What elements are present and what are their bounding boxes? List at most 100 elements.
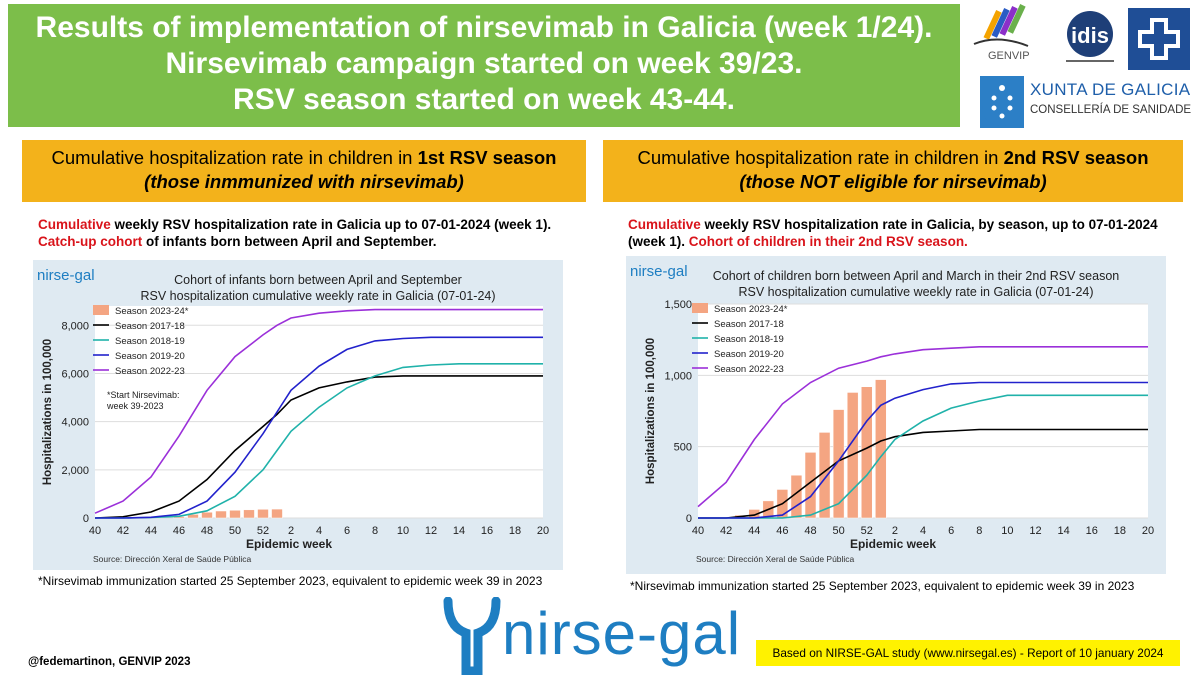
x-tick-label: 10 <box>397 525 409 537</box>
x-tick-label: 16 <box>1086 525 1098 537</box>
y-tick-label: 1,500 <box>664 299 692 311</box>
left-desc-red1: Cumulative <box>38 217 111 232</box>
bar-2023-24 <box>875 379 887 519</box>
series-line-season-2019-20 <box>698 381 1148 519</box>
x-tick-label: 44 <box>145 525 157 537</box>
logo-area: GENVIP idis XUNTA DE GALICIA CONSELLERÍA… <box>968 4 1196 130</box>
annotation-line-2: week 39-2023 <box>106 401 164 411</box>
x-tick-label: 2 <box>288 525 294 537</box>
chart-title: Cohort of infants born between April and… <box>174 273 462 287</box>
x-tick-label: 40 <box>692 525 704 537</box>
x-tick-label: 16 <box>481 525 493 537</box>
bar-2023-24 <box>187 514 199 519</box>
y-tick-label: 8,000 <box>61 320 89 332</box>
left-header-bold: 1st RSV season <box>417 147 557 168</box>
xunta-title: XUNTA DE GALICIA <box>1030 80 1191 99</box>
xunta-subtitle: CONSELLERÍA DE SANIDADE <box>1030 104 1192 116</box>
left-header-plain: Cumulative hospitalization rate in child… <box>51 147 418 168</box>
x-tick-label: 4 <box>920 525 926 537</box>
right-desc-red1: Cumulative <box>628 217 701 232</box>
y-tick-label: 2,000 <box>61 465 89 477</box>
idis-text: idis <box>1071 23 1109 48</box>
legend-label: Season 2018-19 <box>115 336 185 347</box>
y-tick-label: 4,000 <box>61 417 89 429</box>
bar-2023-24 <box>861 386 873 519</box>
left-desc-text2: of infants born between April and Septem… <box>142 234 437 249</box>
y-axis-label: Hospitalizations in 100,000 <box>42 339 54 485</box>
left-desc-red2: Catch-up cohort <box>38 234 143 249</box>
left-description: Cumulative weekly RSV hospitalization ra… <box>38 216 578 250</box>
x-tick-label: 6 <box>948 525 954 537</box>
sergas-logo <box>1128 8 1190 70</box>
legend-label: Season 2022-23 <box>115 366 185 377</box>
title-line-3: RSV season started on week 43-44. <box>233 83 735 116</box>
series-line-season-2022-23 <box>94 308 543 514</box>
title-banner: Results of implementation of nirsevimab … <box>8 4 960 127</box>
x-tick-label: 20 <box>537 525 549 537</box>
x-tick-label: 4 <box>316 525 322 537</box>
plot-area <box>698 304 1148 518</box>
x-tick-label: 8 <box>976 525 982 537</box>
x-axis-label: Epidemic week <box>246 537 332 551</box>
left-section-header: Cumulative hospitalization rate in child… <box>22 140 586 202</box>
legend-label: Season 2022-23 <box>714 364 784 375</box>
right-description: Cumulative weekly RSV hospitalization ra… <box>628 216 1168 250</box>
x-tick-label: 42 <box>117 525 129 537</box>
x-tick-label: 14 <box>453 525 465 537</box>
chart-title: Cohort of children born between April an… <box>713 269 1120 283</box>
x-tick-label: 42 <box>720 525 732 537</box>
right-chart: nirse-gal Cohort of children born between… <box>626 256 1166 574</box>
right-header-sub: (those NOT eligible for nirsevimab) <box>739 171 1047 192</box>
x-tick-label: 10 <box>1001 525 1013 537</box>
legend-label: Season 2023-24* <box>714 304 788 315</box>
chart-subtitle: RSV hospitalization cumulative weekly ra… <box>140 289 495 303</box>
x-tick-label: 12 <box>1029 525 1041 537</box>
bar-2023-24 <box>201 511 213 519</box>
legend-label: Season 2018-19 <box>714 334 784 345</box>
x-tick-label: 48 <box>804 525 816 537</box>
study-source-box: Based on NIRSE-GAL study (www.nirsegal.e… <box>756 640 1180 666</box>
x-tick-label: 50 <box>229 525 241 537</box>
left-footnote: *Nirsevimab immunization started 25 Sept… <box>38 574 543 588</box>
series-line-season-2018-19 <box>95 363 543 519</box>
right-desc-red2: Cohort of children in their 2nd RSV seas… <box>688 234 968 249</box>
right-chart-svg: nirse-gal Cohort of children born between… <box>630 263 1154 564</box>
series-line-season-2017-18 <box>698 428 1148 519</box>
title-line-1: Results of implementation of nirsevimab … <box>35 11 933 44</box>
legend-swatch-bar <box>93 305 109 315</box>
series-line-season-2018-19 <box>698 394 1148 519</box>
x-tick-label: 52 <box>861 525 873 537</box>
x-tick-label: 6 <box>344 525 350 537</box>
y-tick-label: 500 <box>674 442 692 454</box>
chart-brand: nirse-gal <box>630 263 688 280</box>
right-header-bold: 2nd RSV season <box>1003 147 1149 168</box>
idis-logo: idis <box>1066 11 1114 62</box>
left-chart-svg: nirse-gal Cohort of infants born between … <box>37 267 549 564</box>
chart-source: Source: Dirección Xeral de Saúde Pública <box>696 554 855 564</box>
xunta-shield-logo <box>980 76 1024 128</box>
genvip-text: GENVIP <box>988 50 1030 62</box>
plot-area <box>95 306 543 518</box>
right-desc-text1: weekly RSV hospitalization rate in Galic… <box>628 217 1158 249</box>
bar-2023-24 <box>832 409 845 519</box>
x-tick-label: 8 <box>372 525 378 537</box>
x-tick-label: 18 <box>1114 525 1126 537</box>
x-tick-label: 2 <box>892 525 898 537</box>
legend-label: Season 2017-18 <box>115 321 185 332</box>
y-tick-label: 0 <box>686 513 692 525</box>
y-tick-label: 1,000 <box>664 370 692 382</box>
x-tick-label: 50 <box>833 525 845 537</box>
left-header-sub: (those inmmunized with nirsevimab) <box>144 171 464 192</box>
chart-source: Source: Dirección Xeral de Saúde Pública <box>93 554 252 564</box>
x-tick-label: 46 <box>173 525 185 537</box>
legend-label: Season 2019-20 <box>714 349 784 360</box>
bar-2023-24 <box>257 509 269 519</box>
x-tick-label: 52 <box>257 525 269 537</box>
x-tick-label: 20 <box>1142 525 1154 537</box>
right-header-plain: Cumulative hospitalization rate in child… <box>637 147 1004 168</box>
x-tick-label: 18 <box>509 525 521 537</box>
right-footnote: *Nirsevimab immunization started 25 Sept… <box>630 579 1135 593</box>
annotation-line-1: *Start Nirsevimab: <box>107 390 180 400</box>
nirsegal-antibody-icon <box>443 596 501 676</box>
y-axis-label: Hospitalizations in 100,000 <box>645 338 657 484</box>
